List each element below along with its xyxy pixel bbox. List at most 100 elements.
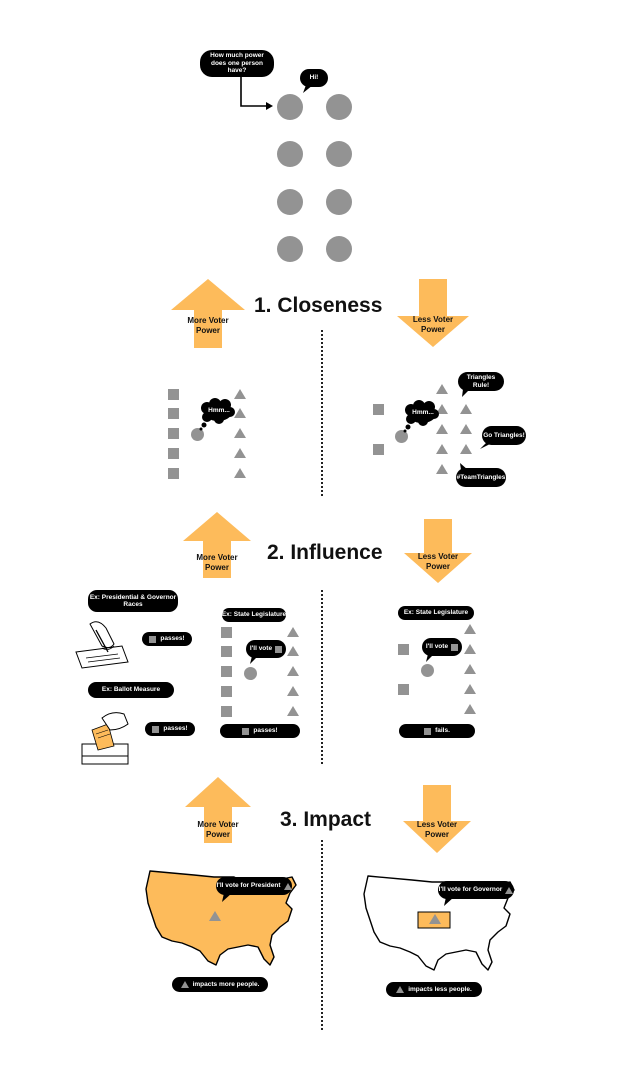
triangle-icon xyxy=(180,981,189,988)
vote-bubble: I'll vote xyxy=(422,638,462,656)
triangle-voter xyxy=(234,408,246,418)
triangle-voter xyxy=(436,424,448,434)
result-text: passes! xyxy=(160,635,185,643)
more-power-label: More Voter Power xyxy=(197,820,239,839)
example-label: Ex: State Legislature xyxy=(222,608,286,622)
result-text: impacts less people. xyxy=(408,985,472,993)
square-voter xyxy=(221,646,232,657)
circle-voter xyxy=(421,664,434,677)
person-circle xyxy=(277,236,303,262)
vote-bubble: I'll vote for Governor xyxy=(438,881,514,899)
thought-cloud-icon xyxy=(199,398,235,431)
greeting-bubble: Hi! xyxy=(300,69,328,87)
square-voter xyxy=(221,686,232,697)
square-voter xyxy=(373,404,384,415)
circle-voter xyxy=(395,430,408,443)
square-voter xyxy=(168,468,179,479)
triangle-voter xyxy=(464,664,476,674)
chatter-bubble: Go Triangles! xyxy=(482,426,526,445)
square-voter xyxy=(221,627,232,638)
square-icon xyxy=(242,727,250,735)
section-title-influence: 2. Influence xyxy=(267,541,383,564)
divider xyxy=(321,590,323,764)
signing-document-icon xyxy=(75,621,129,669)
triangle-voter xyxy=(460,404,472,414)
square-voter xyxy=(168,448,179,459)
triangle-voter xyxy=(234,389,246,399)
triangle-voter xyxy=(287,666,299,676)
more-power-label: More Voter Power xyxy=(187,316,229,335)
question-bubble: How much power does one person have? xyxy=(200,50,274,77)
triangle-voter xyxy=(464,684,476,694)
more-power-label: More Voter Power xyxy=(196,553,238,572)
square-voter xyxy=(221,706,232,717)
result-pill: impacts more people. xyxy=(172,977,268,992)
result-pill: passes! xyxy=(220,724,300,738)
thought-text: Hmm... xyxy=(412,409,434,416)
triangle-voter xyxy=(287,706,299,716)
example-label: Ex: Ballot Measure xyxy=(88,682,174,698)
vote-bubble-text: I'll vote xyxy=(425,643,449,651)
result-pill: passes! xyxy=(142,632,192,646)
circle-voter xyxy=(244,667,257,680)
square-icon xyxy=(424,727,432,735)
thought-text: Hmm... xyxy=(208,407,230,414)
less-power-label: Less Voter Power xyxy=(412,315,454,334)
result-text: passes! xyxy=(163,725,188,733)
person-circle xyxy=(277,189,303,215)
up-arrow-icon xyxy=(183,512,251,578)
triangle-voter xyxy=(234,428,246,438)
triangle-voter xyxy=(464,704,476,714)
up-arrow-icon xyxy=(185,777,251,843)
square-voter xyxy=(221,666,232,677)
vote-bubble-text: I'll vote for Governor xyxy=(438,886,503,894)
square-voter xyxy=(398,644,409,655)
triangle-icon xyxy=(283,882,292,890)
square-voter xyxy=(398,684,409,695)
triangle-voter xyxy=(436,464,448,474)
chatter-bubble: #TeamTriangles xyxy=(456,468,506,487)
less-power-label: Less Voter Power xyxy=(417,552,459,571)
triangle-voter xyxy=(460,444,472,454)
result-text: fails. xyxy=(435,727,450,735)
divider xyxy=(321,840,323,1030)
square-voter xyxy=(373,444,384,455)
square-voter xyxy=(168,408,179,419)
square-icon xyxy=(149,635,157,643)
person-circle xyxy=(326,236,352,262)
example-label: Ex: State Legislature xyxy=(398,606,474,620)
section-title-closeness: 1. Closeness xyxy=(254,294,383,317)
ballot-box-icon xyxy=(81,712,129,765)
person-circle xyxy=(326,189,352,215)
chatter-bubble: Triangles Rule! xyxy=(458,372,504,391)
result-text: passes! xyxy=(253,727,278,735)
triangle-voter xyxy=(464,624,476,634)
triangle-voter xyxy=(287,686,299,696)
square-icon xyxy=(152,725,160,733)
triangle-voter xyxy=(436,384,448,394)
triangle-voter xyxy=(436,404,448,414)
triangle-voter xyxy=(287,627,299,637)
triangle-voter xyxy=(209,911,221,921)
question-text: How much power does one person have? xyxy=(210,51,264,75)
square-icon xyxy=(275,645,283,653)
down-arrow-icon xyxy=(397,279,469,347)
triangle-voter xyxy=(287,646,299,656)
triangle-voter xyxy=(234,448,246,458)
circle-voter xyxy=(191,428,204,441)
example-label: Ex: Presidential & Governor Races xyxy=(88,590,178,612)
person-circle xyxy=(326,141,352,167)
triangle-voter xyxy=(460,424,472,434)
triangle-icon xyxy=(505,886,514,894)
triangle-voter xyxy=(429,914,441,924)
thought-cloud-icon xyxy=(403,400,439,433)
square-icon xyxy=(451,643,459,651)
result-pill: fails. xyxy=(399,724,475,738)
result-pill: impacts less people. xyxy=(386,982,482,997)
less-power-label: Less Voter Power xyxy=(416,820,458,839)
triangle-voter xyxy=(464,644,476,654)
